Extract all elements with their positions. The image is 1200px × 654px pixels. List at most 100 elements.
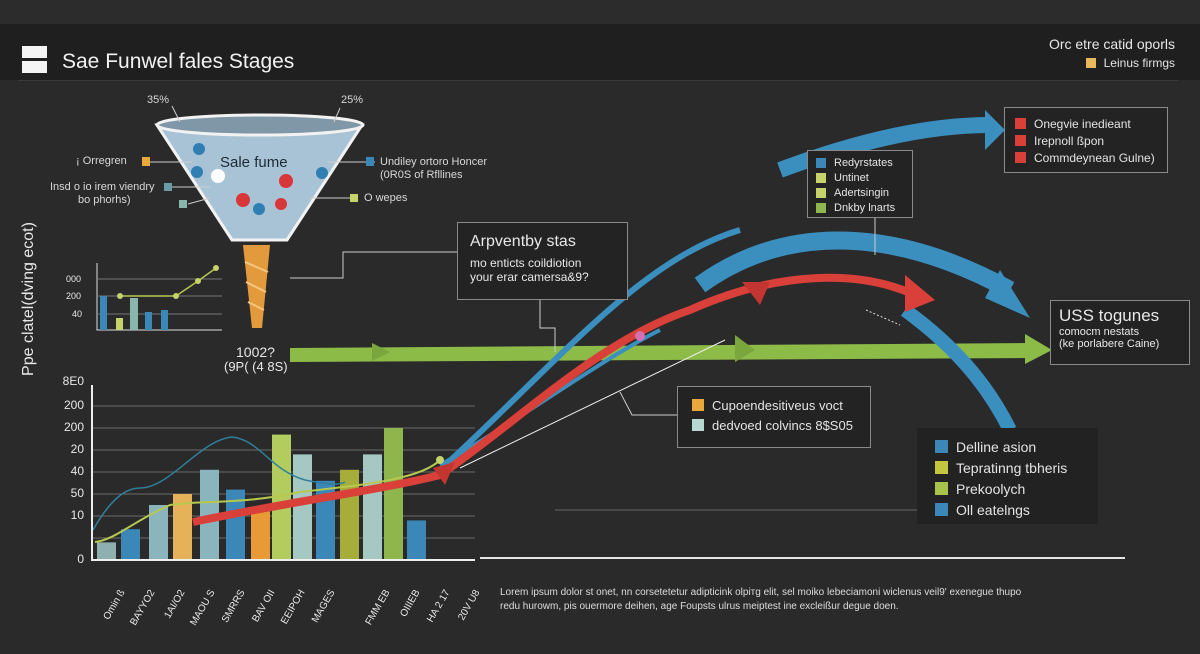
red-arrow-chevron [433,462,455,485]
swatch [164,183,172,191]
funnel-label: ¡ Orregren [76,155,127,167]
legend-label: Prekoolych [956,480,1026,497]
swatch [142,157,150,166]
header-right-title: Orc etre catid oporls [1048,36,1175,52]
legend-swatch [1015,118,1026,129]
blue-arrow-arc-head [985,270,1030,318]
legend-label: Tepratinng tbheris [956,459,1068,476]
y-tick-label: 10 [70,508,84,522]
uss-title: USS togunes [1059,306,1160,325]
blue-arrow-head [985,110,1005,150]
legend-swatch [692,399,704,411]
trend-curve-lime [94,459,441,543]
callout-line: mo entiсts coildiotion [470,256,582,270]
funnel-label: O wepes [364,192,408,204]
green-arrow-chevron [372,343,390,361]
legend-swatch [1015,135,1026,146]
funnel-label: (0R0S of Rfllines [380,169,463,181]
funnel-pct-right: 25% [341,94,364,106]
swatch [350,194,358,202]
red-arrow-chevron [742,282,770,305]
bar [97,542,116,560]
bar [251,507,270,560]
legend-label: Redyrstates [834,156,893,169]
y-tick-label: 40 [70,464,84,478]
bar [226,489,245,560]
green-arrow [290,343,1030,362]
footer-text: Lorem ipsum dolor st onet, nn corsetetet… [500,587,1022,598]
legend-swatch [816,172,826,183]
uss-line: (ke porlabere Caine) [1059,338,1160,350]
funnel-dot [193,143,205,155]
legend-label: Irepnoll ßpon [1034,133,1105,148]
mini-y-tick: 000 [66,274,82,284]
legend-swatch [816,187,826,198]
legend-swatch [935,482,948,495]
red-arrow-head [905,275,935,312]
header-divider [18,80,1178,81]
legend-item: Tepratinng tbheris [935,457,1080,478]
legend-item: Prekoolych [935,478,1080,499]
legend-item: Dnkby lnarts [816,200,904,215]
legend-item: Commdeynean Gulne) [1015,149,1157,166]
callout-connector [865,309,901,326]
marker-dot [436,456,444,464]
bar [363,454,382,560]
y-tick-label: 20 [70,442,84,456]
funnel-dot [275,198,287,210]
legend-label: Oll eatelngs [956,501,1030,518]
legend-swatch [935,461,948,474]
legend-swatch [816,202,826,213]
legend-item: Redyrstates [816,155,904,170]
legend-item: Untinet [816,170,904,185]
blue-arrow-down [900,304,1017,434]
funnel-title: Sale fume [220,154,288,171]
funnel-pct-left: 35% [147,94,170,106]
blue-arrow-upper [437,227,741,473]
footer-text: redu hurowm, pis ouermore deihen, age Fo… [500,601,899,612]
mini-chart [96,263,222,331]
header [0,24,1200,80]
callout-title: Arpventby stas [470,233,576,250]
bar [173,494,192,560]
bar [149,505,168,560]
callout-box: Arpventby stas mo entiсts coildiotion yo… [457,222,628,300]
funnel-label: bo phorhs) [78,194,131,206]
legend-swatch [935,440,948,453]
legend-item: Oll eatelngs [935,499,1080,520]
legend-item: Adertsingin [816,185,904,200]
legend-label: Cupoendesitiveus voct [712,397,843,413]
top-band [0,0,1200,24]
page-title: Sae Funwel fales Stages [62,50,295,73]
bar [121,529,140,560]
funnel-label: Insd o io irem viendry [50,181,155,193]
legend-label: Untinet [834,171,869,184]
uss-box: USS togunes comocm nestats (ke porlabere… [1050,300,1190,365]
uss-line: comocm nestats [1059,326,1140,338]
pointer-line [459,339,726,469]
legend-label: Adertsingin [834,186,890,199]
bar [384,428,403,560]
y-tick-label: 50 [70,486,84,500]
funnel-dot [236,193,250,207]
funnel-dot [279,174,293,188]
trend-curve-teal [92,436,346,531]
mini-y-tick: 40 [72,309,83,319]
blue-line-lower [439,328,661,467]
y-tick-label: 200 [63,398,84,412]
legend-swatch [692,419,704,431]
legend-swatch [1015,152,1026,163]
callout-connector [539,300,556,352]
funnel-dot [211,169,225,183]
legend-item: Delline asion [935,436,1080,457]
legend-item: Cupoendesitiveus voct [692,395,856,415]
legend-swatch [816,157,826,168]
legend-item: Onegvie inedieant [1015,115,1157,132]
callout-line: your erar camersa&9? [470,270,589,284]
funnel-dot [191,166,203,178]
y-tick-label: 200 [63,420,84,434]
blue-arrow-arc [694,231,1015,298]
legend-label: Dnkby lnarts [834,201,896,214]
y-tick-label: 0 [77,552,84,566]
